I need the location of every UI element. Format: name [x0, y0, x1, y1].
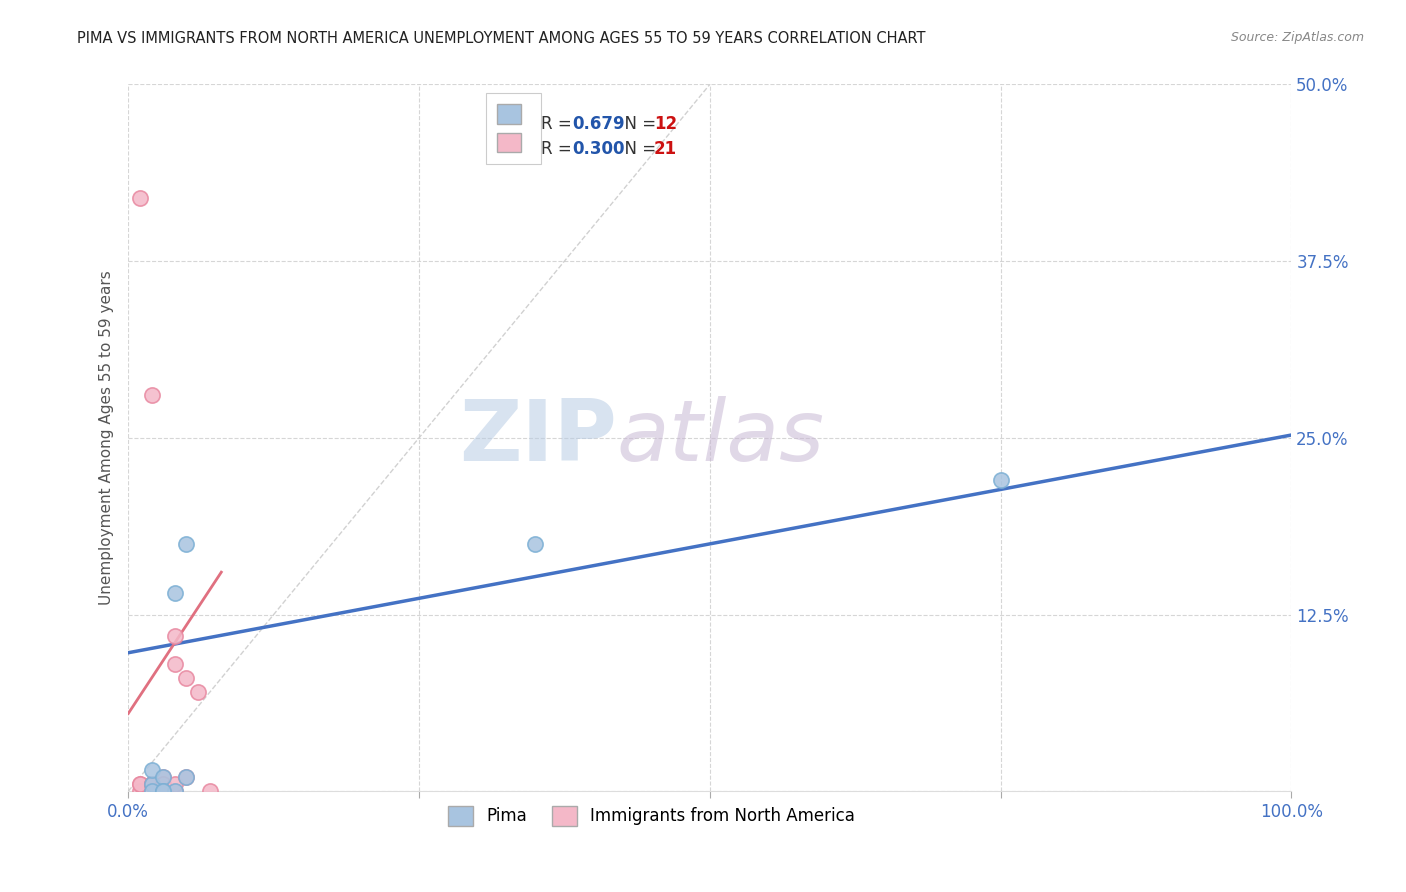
Text: N =: N =	[614, 140, 662, 159]
Point	[128, 784, 150, 798]
Point	[141, 777, 163, 791]
Point	[141, 777, 163, 791]
Point	[152, 770, 174, 784]
Point	[163, 629, 186, 643]
Text: 12: 12	[654, 115, 678, 133]
Point	[141, 777, 163, 791]
Point	[163, 777, 186, 791]
Point	[176, 537, 198, 551]
Point	[990, 473, 1012, 487]
Text: Source: ZipAtlas.com: Source: ZipAtlas.com	[1230, 31, 1364, 45]
Point	[152, 777, 174, 791]
Point	[141, 763, 163, 777]
Point	[163, 657, 186, 671]
Point	[141, 388, 163, 402]
Text: 0.300: 0.300	[572, 140, 626, 159]
Point	[128, 190, 150, 204]
Legend: Pima, Immigrants from North America: Pima, Immigrants from North America	[440, 798, 863, 834]
Point	[176, 671, 198, 685]
Point	[176, 770, 198, 784]
Text: 0.679: 0.679	[572, 115, 626, 133]
Text: atlas: atlas	[617, 396, 825, 479]
Point	[141, 784, 163, 798]
Point	[163, 784, 186, 798]
Text: N =: N =	[614, 115, 662, 133]
Text: R =: R =	[541, 115, 576, 133]
Point	[163, 586, 186, 600]
Point	[128, 777, 150, 791]
Text: R =: R =	[541, 140, 576, 159]
Point	[198, 784, 221, 798]
Point	[524, 537, 547, 551]
Point	[152, 784, 174, 798]
Point	[128, 777, 150, 791]
Text: 21: 21	[654, 140, 678, 159]
Point	[152, 784, 174, 798]
Point	[141, 784, 163, 798]
Point	[141, 777, 163, 791]
Point	[141, 777, 163, 791]
Point	[152, 770, 174, 784]
Text: PIMA VS IMMIGRANTS FROM NORTH AMERICA UNEMPLOYMENT AMONG AGES 55 TO 59 YEARS COR: PIMA VS IMMIGRANTS FROM NORTH AMERICA UN…	[77, 31, 925, 46]
Point	[187, 685, 209, 699]
Y-axis label: Unemployment Among Ages 55 to 59 years: Unemployment Among Ages 55 to 59 years	[100, 270, 114, 606]
Point	[152, 784, 174, 798]
Text: ZIP: ZIP	[458, 396, 617, 479]
Point	[176, 770, 198, 784]
Point	[163, 784, 186, 798]
